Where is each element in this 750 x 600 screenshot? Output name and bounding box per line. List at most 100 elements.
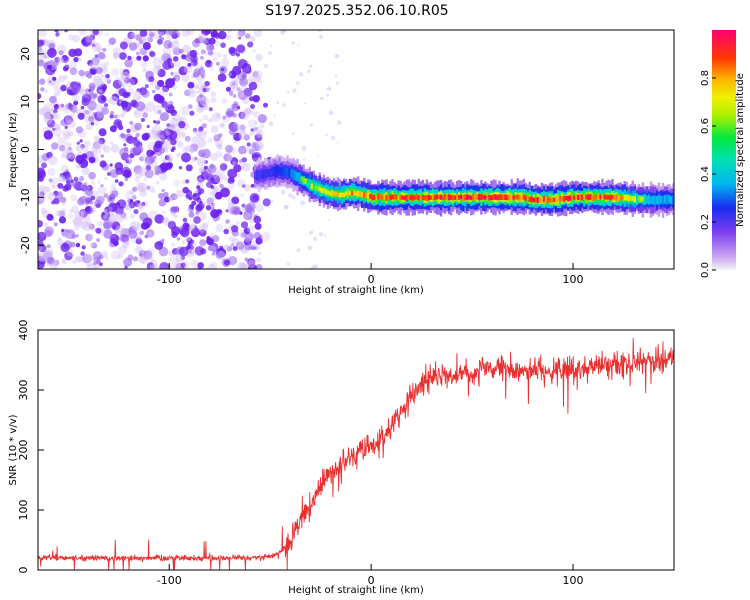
noise-speckle [241,203,246,208]
noise-speckle [188,87,195,94]
x-tick-label: 0 [368,574,375,587]
noise-speckle [170,71,175,76]
noise-speckle [81,245,86,250]
noise-speckle [96,47,102,53]
noise-speckle [231,225,239,233]
noise-speckle [189,148,195,154]
noise-speckle [96,237,101,243]
track-cell [657,194,661,205]
noise-speckle [236,31,244,39]
track-cell [460,194,463,200]
noise-speckle [260,124,265,129]
noise-speckle [165,130,171,137]
noise-speckle [54,191,63,200]
colorbar-tick-label: 0.0 [700,262,711,278]
track-cell [415,193,418,200]
track-cell [326,190,330,195]
heatmap-xlabel: Height of straight line (km) [288,285,424,296]
noise-speckle [53,103,60,110]
noise-speckle [46,119,56,128]
noise-speckle [230,243,234,247]
noise-speckle [133,139,141,147]
noise-speckle [138,202,145,209]
noise-speckle [215,224,224,233]
noise-speckle [197,202,205,210]
noise-speckle [210,261,218,269]
noise-speckle [236,44,246,53]
noise-speckle [64,115,74,124]
track-cell [585,194,588,200]
track-cell [512,195,515,200]
noise-speckle [164,155,170,160]
noise-speckle [190,260,199,269]
noise-speckle [236,178,246,188]
noise-speckle [122,241,130,249]
noise-speckle [195,81,205,90]
noise-speckle [118,88,127,97]
noise-speckle [75,154,85,164]
track-cell [445,194,449,201]
noise-speckle [75,255,83,263]
y-tick-label: 10 [19,95,32,109]
track-cell [605,194,608,200]
noise-speckle [98,128,107,137]
track-cell [435,194,439,200]
track-cell [583,194,586,200]
noise-speckle [95,67,103,75]
noise-speckle [139,156,144,162]
track-cell [314,185,317,191]
track-cell [371,194,374,201]
noise-speckle [109,125,117,133]
noise-speckle [129,213,135,219]
noise-speckle [196,157,206,167]
noise-speckle [159,31,165,37]
noise-speckle [190,242,197,249]
noise-speckle [62,132,71,140]
noise-speckle [38,184,46,192]
noise-speckle [292,88,297,93]
noise-speckle [61,208,66,213]
noise-speckle [51,200,56,205]
noise-speckle [128,201,136,209]
noise-speckle [57,103,66,112]
noise-speckle [262,198,271,207]
noise-speckle [82,36,92,47]
noise-speckle [210,153,218,161]
noise-speckle [170,193,178,201]
noise-speckle [211,112,221,122]
noise-speckle [169,256,179,266]
noise-speckle [335,81,340,85]
track-cell [417,195,420,201]
track-cell [486,193,489,200]
noise-speckle [73,176,79,182]
noise-speckle [155,166,161,172]
noise-speckle [57,56,64,64]
track-cell [601,194,604,200]
noise-speckle [197,130,207,140]
noise-speckle [125,78,135,88]
track-cell [441,195,445,201]
x-tick-label: 100 [563,273,584,286]
noise-speckle [158,198,167,207]
track-cell [431,194,435,200]
noise-speckle [64,63,70,68]
track-cell [268,169,271,178]
noise-speckle [209,245,217,253]
noise-speckle [163,105,169,111]
noise-speckle [132,186,138,192]
noise-speckle [246,243,254,251]
noise-speckle [207,164,217,174]
noise-speckle [197,42,201,47]
noise-speckle [186,30,195,35]
noise-speckle [38,186,45,197]
noise-speckle [334,53,340,59]
noise-speckle [215,61,220,66]
noise-speckle [236,52,240,57]
noise-speckle [240,83,247,90]
noise-speckle [167,220,177,230]
noise-speckle [75,242,81,248]
noise-speckle [141,37,147,43]
track-cell [361,191,364,198]
noise-speckle [231,103,237,109]
